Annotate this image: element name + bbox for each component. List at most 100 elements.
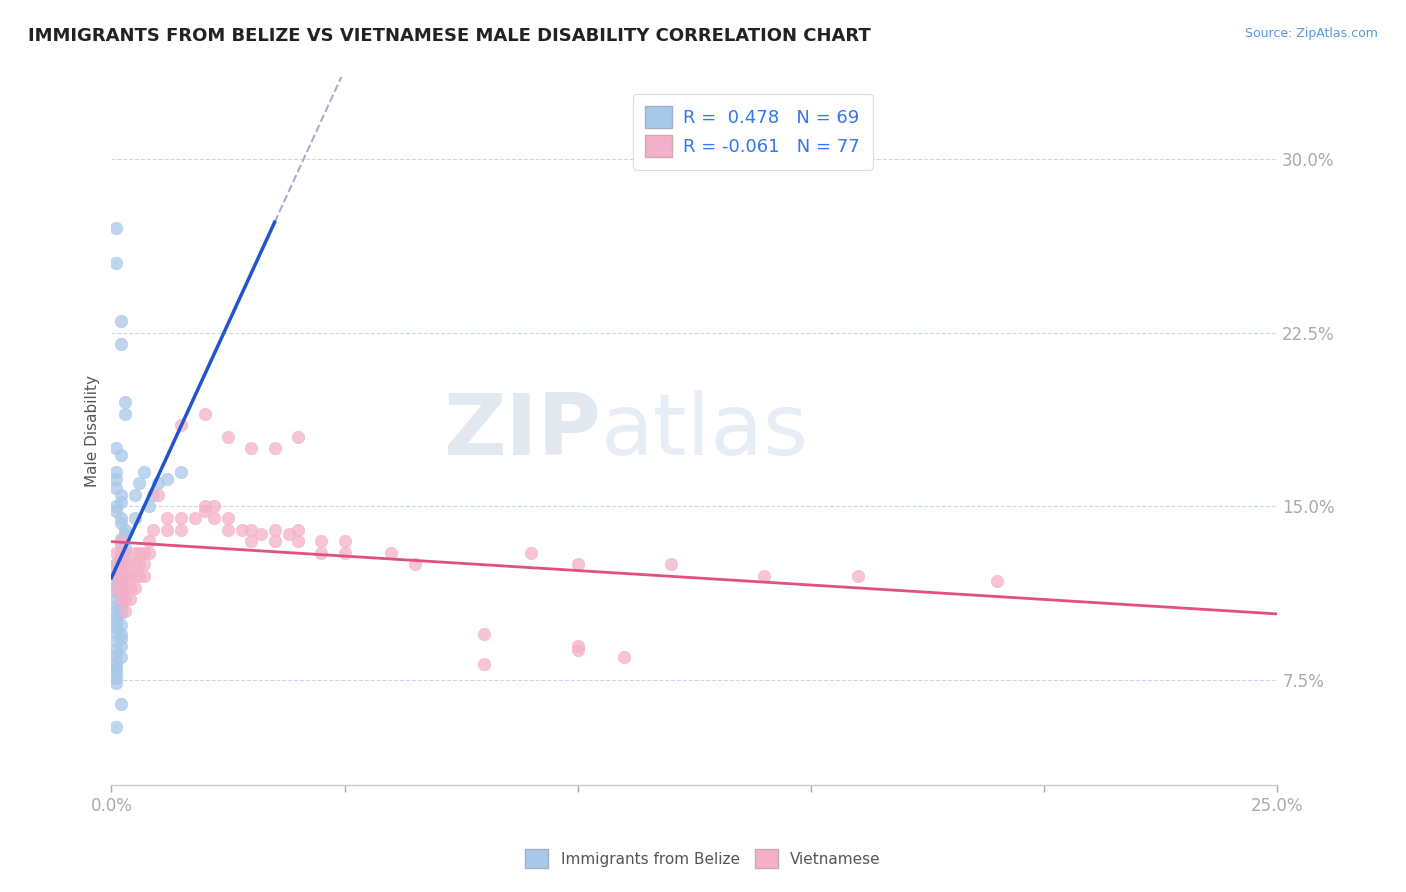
Point [105,546,128,560]
Point [110,581,132,595]
Point [110,617,132,632]
Point [474,627,496,641]
Point [110,314,132,328]
Point [105,666,128,681]
Point [263,442,285,456]
Point [567,558,589,572]
Point [114,569,136,583]
Y-axis label: Male Disability: Male Disability [86,376,100,487]
Point [110,536,132,550]
Point [287,534,309,549]
Point [124,546,146,560]
Point [170,523,193,537]
Point [110,532,132,546]
Point [846,569,869,583]
Point [142,523,165,537]
Point [105,504,128,518]
Point [333,534,356,549]
Point [110,632,132,646]
Point [105,585,128,599]
Point [138,534,160,549]
Point [105,662,128,676]
Point [120,569,142,583]
Point [105,442,128,456]
Point [114,581,136,595]
Point [114,592,136,607]
Point [217,511,239,525]
Point [380,546,402,560]
Point [105,655,128,669]
Point [138,546,160,560]
Point [170,465,193,479]
Point [309,546,332,560]
Point [170,511,193,525]
Point [240,523,263,537]
Point [613,650,636,665]
Point [194,504,217,518]
Point [110,511,132,525]
Point [142,488,165,502]
Point [114,407,136,421]
Point [120,581,142,595]
Point [105,581,128,595]
Point [567,639,589,653]
Point [105,578,128,592]
Point [105,481,128,495]
Point [128,569,150,583]
Point [754,569,776,583]
Point [217,430,239,444]
Point [110,546,132,560]
Point [110,601,132,615]
Point [114,604,136,618]
Point [105,256,128,270]
Point [156,511,179,525]
Point [110,558,132,572]
Point [520,546,543,560]
Point [263,523,285,537]
Point [114,558,136,572]
Point [287,430,309,444]
Point [202,500,225,514]
Point [105,604,128,618]
Point [128,476,150,491]
Point [105,643,128,657]
Point [110,534,132,549]
Legend: Immigrants from Belize, Vietnamese: Immigrants from Belize, Vietnamese [517,841,889,875]
Point [194,500,217,514]
Point [105,221,128,235]
Text: atlas: atlas [602,390,808,473]
Point [114,541,136,556]
Point [105,472,128,486]
Point [110,592,132,607]
Point [110,697,132,711]
Point [110,565,132,579]
Point [474,657,496,672]
Point [128,546,150,560]
Point [132,546,155,560]
Point [105,720,128,734]
Point [114,546,136,560]
Point [277,527,299,541]
Point [287,523,309,537]
Point [146,476,169,491]
Point [110,627,132,641]
Point [105,569,128,583]
Point [114,523,136,537]
Point [105,634,128,648]
Point [309,534,332,549]
Point [156,523,179,537]
Point [105,648,128,662]
Point [240,442,263,456]
Point [263,534,285,549]
Point [124,581,146,595]
Text: ZIP: ZIP [443,390,602,473]
Point [110,550,132,565]
Point [110,449,132,463]
Point [105,624,128,639]
Point [105,562,128,576]
Point [124,488,146,502]
Point [105,599,128,614]
Point [110,581,132,595]
Point [202,511,225,525]
Point [194,407,217,421]
